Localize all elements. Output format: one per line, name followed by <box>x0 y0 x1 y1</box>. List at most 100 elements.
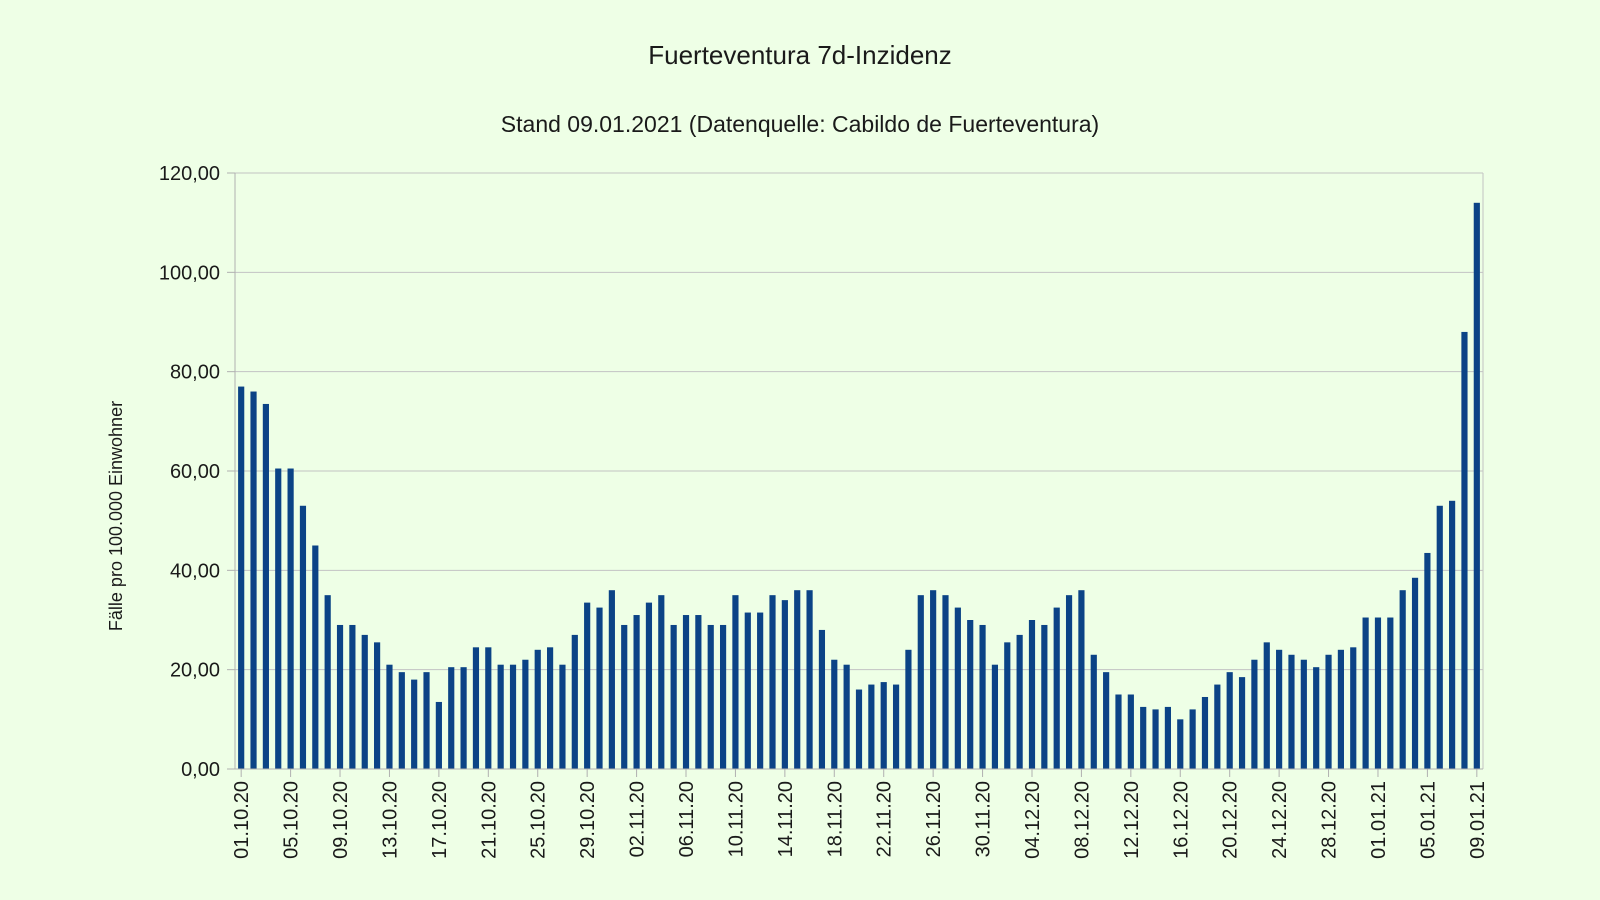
x-tick-label: 13.10.20 <box>379 781 401 859</box>
bar <box>1004 642 1011 769</box>
x-tick-label: 09.10.20 <box>330 781 352 859</box>
bar <box>1090 654 1097 769</box>
bar <box>1300 659 1307 769</box>
x-tick-label: 01.01.21 <box>1368 781 1390 859</box>
bar <box>1238 677 1246 769</box>
bar <box>905 649 912 769</box>
bar <box>1337 649 1344 769</box>
bar <box>559 664 566 769</box>
x-tick-label: 14.11.20 <box>775 781 797 857</box>
bar <box>794 590 801 769</box>
bar <box>509 664 517 769</box>
bar <box>1424 552 1431 769</box>
bar <box>658 595 665 769</box>
bar <box>991 664 999 769</box>
bar <box>1276 649 1283 769</box>
bar <box>1411 577 1419 769</box>
bar <box>1177 719 1184 769</box>
bar <box>880 682 887 769</box>
x-tick-label: 22.11.20 <box>874 781 896 857</box>
x-tick-label: 24.12.20 <box>1269 781 1291 859</box>
x-tick-label: 05.10.20 <box>281 781 303 859</box>
bar <box>732 595 739 769</box>
y-tick-label: 20,00 <box>170 660 220 682</box>
bar <box>534 649 541 769</box>
bar <box>472 647 480 769</box>
x-tick-label: 09.01.21 <box>1467 781 1489 859</box>
y-tick-labels: 0,00 20,00 40,00 60,00 80,00 100,00 120,00 <box>159 163 220 781</box>
bar <box>411 679 418 769</box>
chart-title: Fuerteventura 7d-Inzidenz <box>648 40 952 70</box>
chart-subtitle: Stand 09.01.2021 (Datenquelle: Cabildo d… <box>500 111 1100 137</box>
bar <box>1449 500 1456 769</box>
bar <box>769 595 776 769</box>
bar <box>695 615 702 769</box>
bar <box>460 667 467 769</box>
x-tick-label: 16.12.20 <box>1170 781 1192 859</box>
bar <box>954 607 961 769</box>
bar <box>744 612 751 769</box>
bar <box>386 664 393 769</box>
bar <box>967 620 974 769</box>
bar <box>806 590 813 769</box>
bar <box>1288 654 1295 769</box>
bar <box>435 701 442 769</box>
bar <box>707 624 714 769</box>
bar <box>621 624 628 769</box>
bar <box>1028 620 1036 769</box>
x-tick-label: 28.12.20 <box>1319 781 1341 859</box>
bar <box>608 590 615 769</box>
bar <box>1362 617 1369 769</box>
y-tick-label: 40,00 <box>170 560 220 582</box>
y-tick-label: 120,00 <box>159 163 220 185</box>
axes <box>234 173 1484 777</box>
bar <box>1201 696 1209 769</box>
bar <box>547 647 554 769</box>
x-tick-label: 30.11.20 <box>973 781 995 857</box>
x-tick-label: 25.10.20 <box>528 781 550 859</box>
bar <box>287 468 294 769</box>
bar <box>1127 694 1134 769</box>
bar <box>1078 590 1085 769</box>
bar <box>917 595 924 769</box>
x-tick-label: 02.11.20 <box>627 781 649 857</box>
bar <box>942 595 949 769</box>
bar <box>781 600 788 769</box>
bar <box>1263 642 1270 769</box>
bar <box>1350 647 1357 769</box>
bar <box>324 595 331 769</box>
x-tick-label: 06.11.20 <box>676 781 698 857</box>
bar <box>843 664 850 769</box>
bar <box>1226 672 1233 769</box>
bar <box>818 629 826 769</box>
bar <box>1461 331 1468 769</box>
bar <box>1214 684 1221 769</box>
bar <box>1387 617 1394 769</box>
y-tick-label: 80,00 <box>170 362 220 384</box>
bar <box>633 615 640 769</box>
bar <box>682 615 690 769</box>
bar <box>374 642 381 769</box>
bar <box>1065 595 1073 769</box>
bar <box>645 602 653 769</box>
bar <box>596 607 603 769</box>
bar <box>1016 634 1023 769</box>
bar <box>497 664 504 769</box>
bar <box>398 672 405 769</box>
x-tick-label: 29.10.20 <box>577 781 599 859</box>
x-tick-labels: 01.10.20 05.10.20 09.10.20 13.10.20 17.10.20… <box>231 781 1489 859</box>
bar <box>1152 709 1159 769</box>
y-tick-label: 60,00 <box>170 461 220 483</box>
bar <box>868 684 875 769</box>
bar <box>361 634 368 769</box>
bar <box>930 590 937 769</box>
bar <box>855 689 863 769</box>
y-tick-label: 100,00 <box>159 262 220 284</box>
y-axis-label: Fälle pro 100.000 Einwohner <box>106 401 126 631</box>
bar <box>238 386 245 769</box>
bar <box>1140 706 1147 769</box>
bar <box>670 624 677 769</box>
bar <box>485 647 492 769</box>
bar <box>1436 505 1443 769</box>
